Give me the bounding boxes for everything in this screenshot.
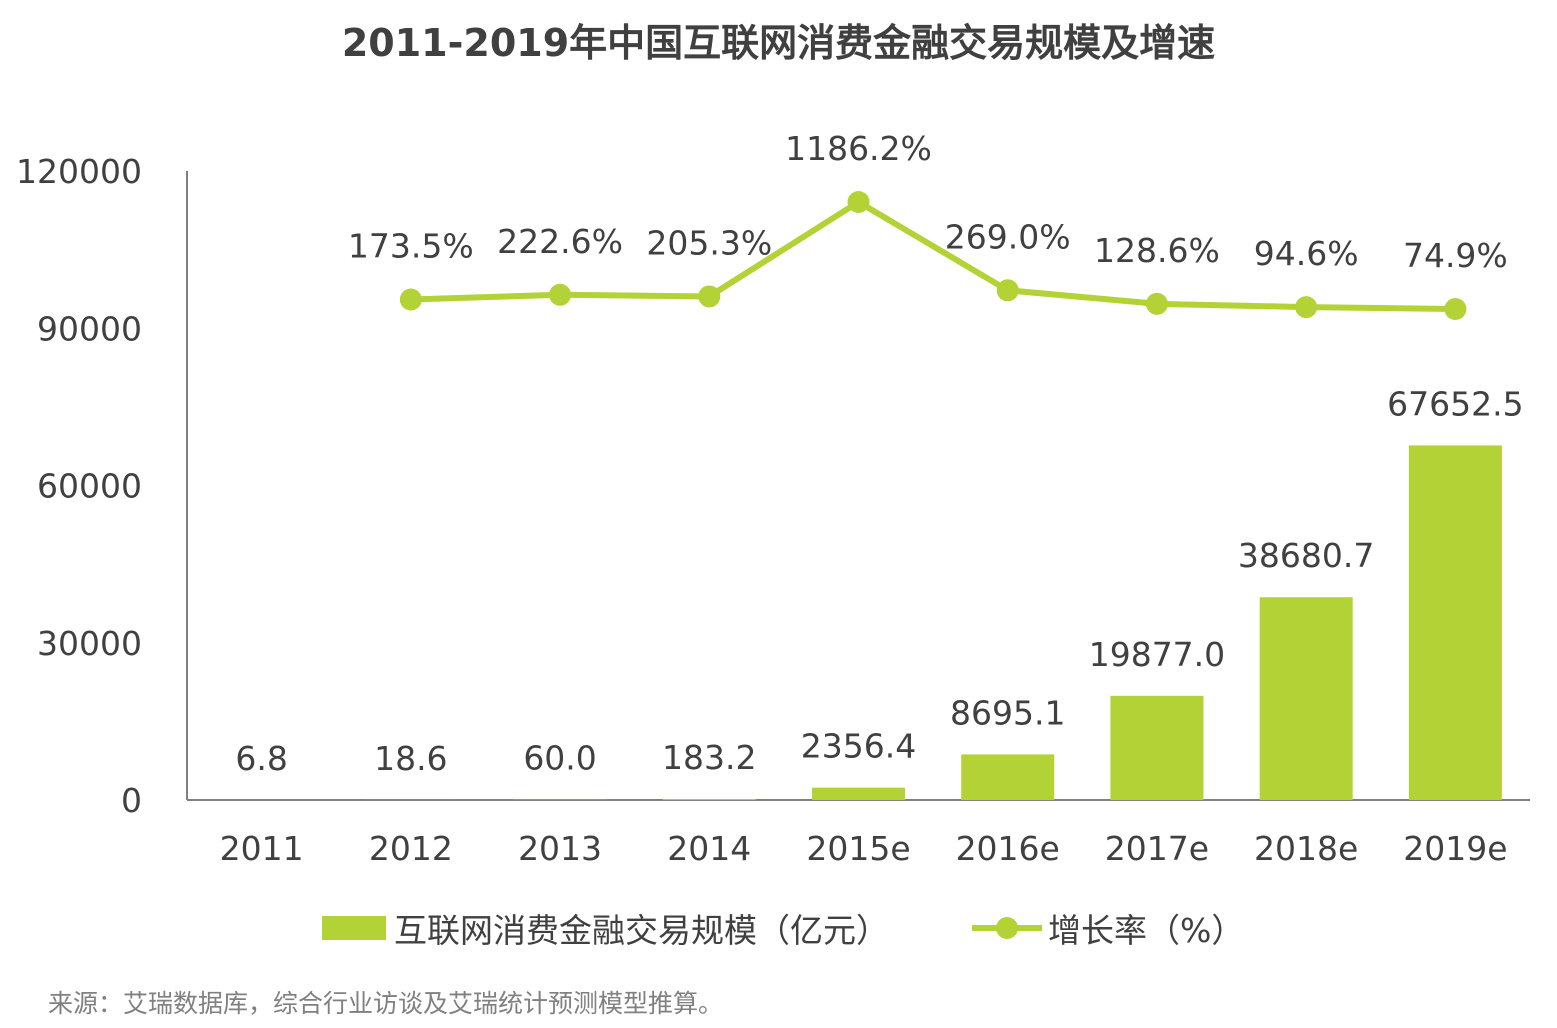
volume-bar-label: 19877.0 (1089, 635, 1225, 674)
growth-rate-point (1444, 298, 1467, 320)
y-tick-label: 60000 (37, 467, 142, 506)
legend-line-marker (972, 917, 1042, 939)
growth-rate-point (847, 191, 870, 213)
legend-label-growth: 增长率（%） (1048, 911, 1245, 950)
volume-bar (961, 754, 1055, 800)
y-axis: 0 30000 60000 90000 120000 (16, 152, 188, 820)
volume-bar-label: 8695.1 (950, 693, 1065, 732)
growth-rate-point (1295, 296, 1318, 319)
growth-rate-label: 269.0% (945, 217, 1071, 256)
bar-data-labels: 6.8 18.6 60.0 183.2 2356.4 8695.1 19877.0 38680… (235, 384, 1523, 778)
y-tick-label: 120000 (16, 152, 142, 191)
x-tick-label: 2017e (1105, 829, 1209, 868)
volume-bar-label: 183.2 (662, 738, 756, 777)
volume-bar-label: 38680.7 (1238, 536, 1374, 575)
growth-rate-series (399, 191, 1467, 320)
legend: 互联网消费金融交易规模（亿元） 增长率（%） (0, 900, 1557, 956)
growth-rate-point (1145, 292, 1168, 315)
growth-rate-line (410, 199, 1456, 312)
y-tick-label: 30000 (37, 624, 142, 663)
growth-rate-label: 74.9% (1403, 236, 1508, 275)
growth-rate-point (698, 285, 721, 308)
growth-rate-labels: 173.5% 222.6% 205.3% 1186.2% 269.0% 128.6% 94.… (348, 129, 1508, 275)
source-note: 来源：艾瑞数据库，综合行业访谈及艾瑞统计预测模型推算。 (48, 989, 724, 1018)
x-tick-label: 2013 (518, 829, 602, 868)
volume-bar-label: 67652.5 (1387, 384, 1523, 423)
x-tick-label: 2018e (1254, 829, 1358, 868)
volume-bar-label: 6.8 (235, 739, 287, 778)
volume-bar (1259, 597, 1353, 800)
volume-bar (1110, 695, 1204, 800)
y-tick-label: 0 (121, 781, 142, 820)
growth-rate-point (399, 288, 422, 311)
volume-bar-label: 60.0 (523, 739, 596, 778)
legend-label-volume: 互联网消费金融交易规模（亿元） (394, 911, 889, 950)
y-tick-label: 90000 (37, 309, 142, 348)
volume-bar (1408, 445, 1502, 800)
legend-item-growth: 增长率（%） (972, 900, 1244, 956)
volume-bar-label: 18.6 (374, 739, 447, 778)
growth-rate-label: 128.6% (1094, 231, 1220, 270)
volume-bar-label: 2356.4 (801, 727, 916, 766)
volume-bar (812, 787, 905, 800)
chart-title: 2011-2019年中国互联网消费金融交易规模及增速 (341, 21, 1216, 65)
growth-rate-point (996, 279, 1019, 302)
growth-rate-label: 205.3% (646, 223, 772, 262)
x-tick-label: 2015e (806, 829, 910, 868)
legend-item-volume: 互联网消费金融交易规模（亿元） (322, 900, 889, 956)
x-axis: 2011 2012 2013 2014 2015e 2016e 2017e 2018e 2019… (187, 799, 1530, 868)
growth-rate-label: 173.5% (348, 227, 474, 266)
x-tick-label: 2016e (956, 829, 1060, 868)
x-tick-label: 2019e (1403, 829, 1507, 868)
x-tick-label: 2011 (220, 829, 304, 868)
bar-series (215, 445, 1502, 800)
growth-rate-label: 94.6% (1254, 234, 1359, 273)
x-tick-label: 2012 (369, 829, 453, 868)
volume-bar (662, 799, 756, 800)
growth-rate-label: 222.6% (497, 222, 623, 261)
growth-rate-label: 1186.2% (785, 129, 932, 168)
legend-bar-swatch (322, 916, 386, 940)
x-tick-label: 2014 (667, 829, 751, 868)
growth-rate-point (549, 283, 572, 306)
